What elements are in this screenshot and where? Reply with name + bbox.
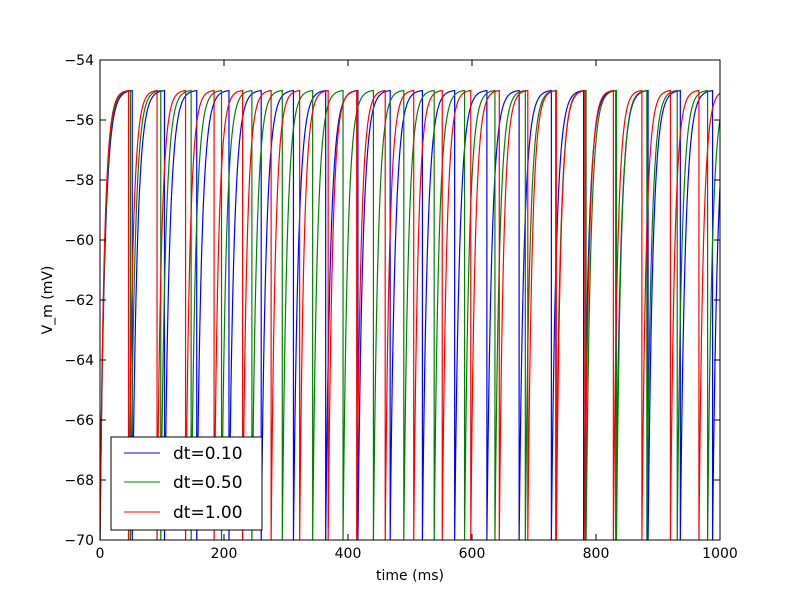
legend: dt=0.10 dt=0.50 dt=1.00 — [110, 436, 263, 531]
y-axis-label: V_m (mV) — [40, 266, 56, 335]
series-layer — [100, 89, 720, 540]
ticks-layer: 0 200 400 600 800 1000 −70 −68 −66 −64 −62 −60 −58 −5… — [64, 53, 737, 562]
y-tick-label: −60 — [64, 233, 94, 249]
x-tick-label: 600 — [459, 546, 486, 562]
x-tick-label: 1000 — [702, 546, 738, 562]
x-axis-label: time (ms) — [376, 568, 444, 584]
x-tick-label: 200 — [211, 546, 238, 562]
y-tick-label: −62 — [64, 293, 94, 309]
x-tick-label: 400 — [335, 546, 362, 562]
y-tick-label: −64 — [64, 353, 94, 369]
x-tick-label: 800 — [583, 546, 610, 562]
y-tick-label: −66 — [64, 413, 94, 429]
series-line-dt-1-00 — [100, 89, 720, 540]
y-tick-label: −58 — [64, 173, 94, 189]
y-tick-label: −54 — [64, 53, 94, 69]
legend-label-dt-0-50: dt=0.50 — [173, 473, 243, 493]
y-tick-label: −68 — [64, 473, 94, 489]
y-tick-label: −70 — [64, 533, 94, 549]
y-tick-label: −56 — [64, 113, 94, 129]
series-line-dt-0-50 — [100, 89, 720, 540]
legend-label-dt-0-10: dt=0.10 — [173, 444, 243, 464]
x-tick-label: 0 — [96, 546, 105, 562]
legend-label-dt-1-00: dt=1.00 — [173, 503, 243, 523]
